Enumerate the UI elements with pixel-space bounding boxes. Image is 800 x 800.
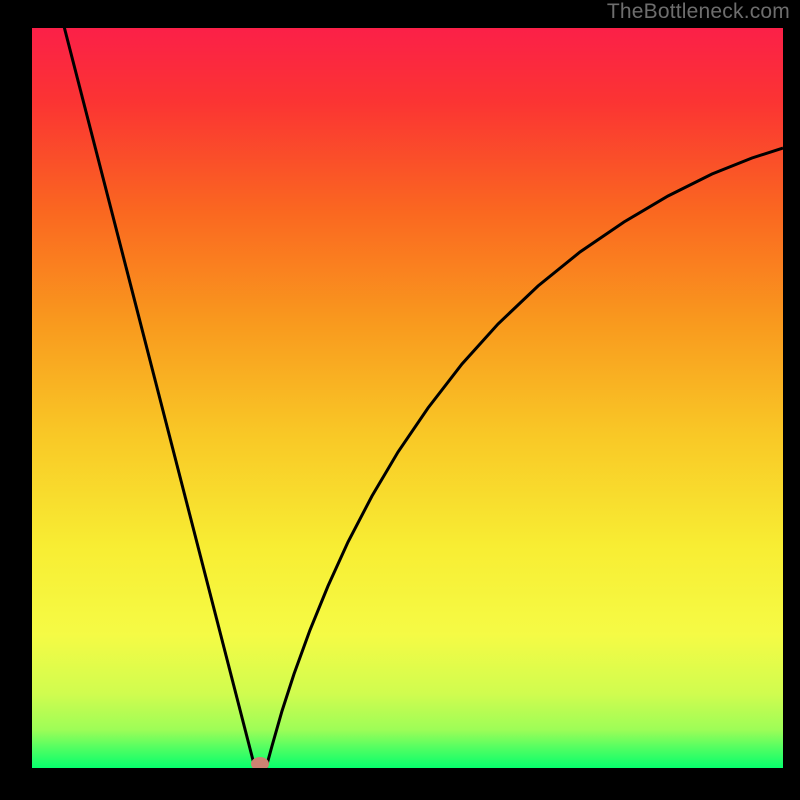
watermark-text: TheBottleneck.com: [607, 0, 790, 24]
curve-right-segment: [266, 148, 783, 768]
optimum-marker: [251, 757, 269, 768]
plot-area: [32, 28, 783, 768]
chart-frame: TheBottleneck.com: [0, 0, 800, 800]
bottleneck-curve: [32, 28, 783, 768]
curve-left-segment: [58, 28, 255, 768]
